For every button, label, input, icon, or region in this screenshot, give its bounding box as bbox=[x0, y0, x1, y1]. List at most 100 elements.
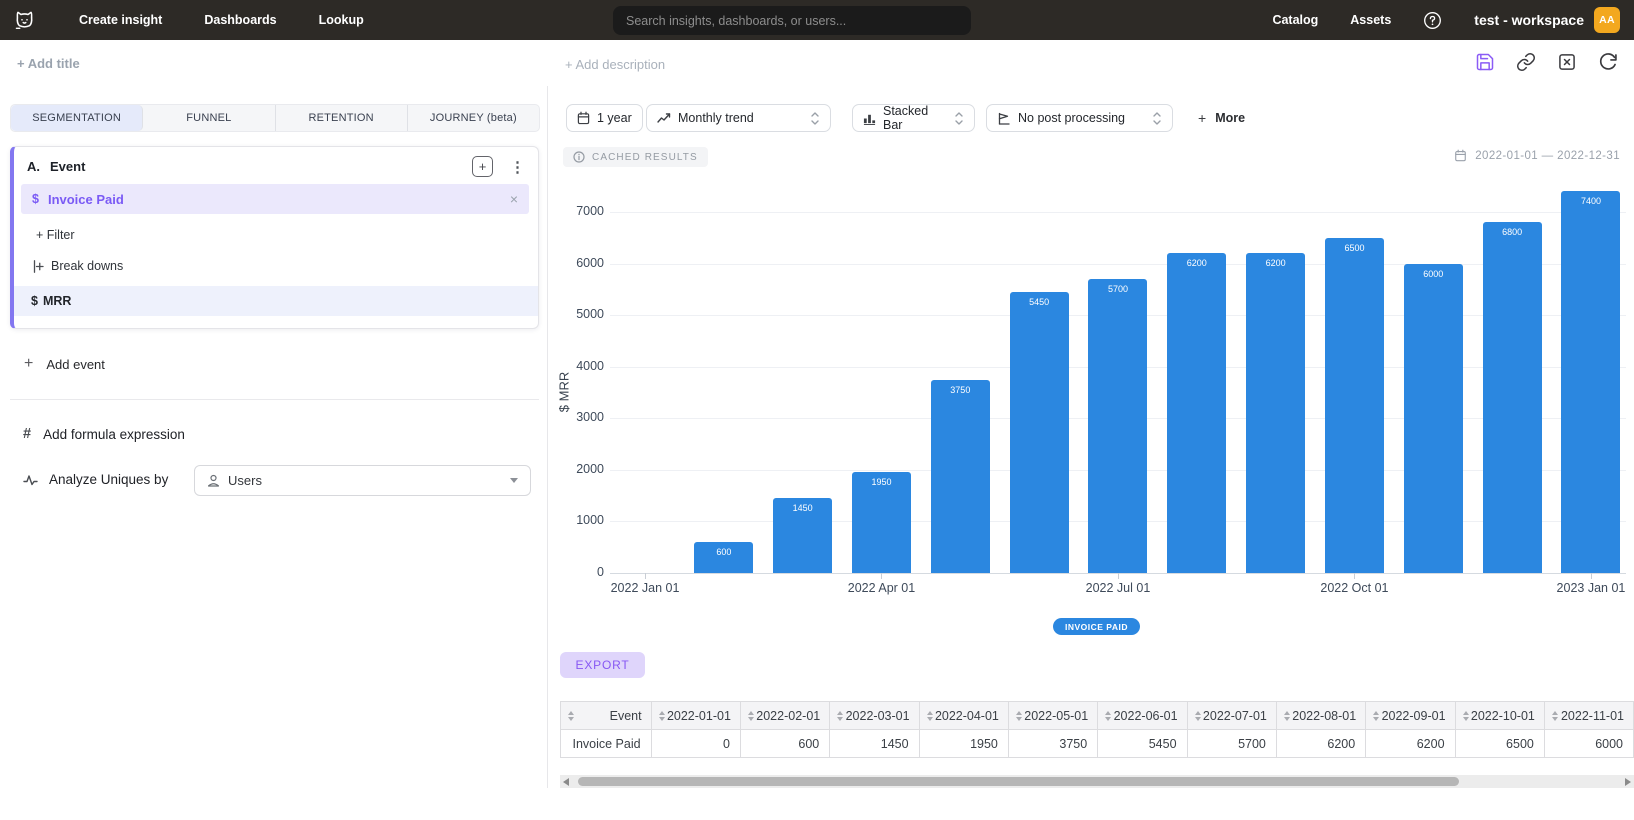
y-axis-tick-label: 6000 bbox=[576, 255, 604, 270]
column-label: 2022-05-01 bbox=[1024, 708, 1089, 723]
add-description-button[interactable]: + Add description bbox=[565, 57, 666, 72]
copy-link-icon[interactable] bbox=[1516, 52, 1536, 72]
result-date-range[interactable]: 2022-01-01 — 2022-12-31 bbox=[1454, 149, 1620, 162]
selected-event-row[interactable]: $ Invoice Paid × bbox=[21, 184, 529, 214]
gridline bbox=[610, 212, 1626, 213]
sort-icon bbox=[1283, 710, 1290, 721]
y-axis-tick-label: 1000 bbox=[576, 513, 604, 528]
bar-2023-01-01[interactable] bbox=[1561, 191, 1621, 573]
bar-2022-08-01[interactable] bbox=[1167, 253, 1227, 573]
add-filter-button[interactable]: + Filter bbox=[36, 228, 75, 242]
add-title-button[interactable]: + Add title bbox=[17, 56, 80, 71]
avatar[interactable]: AA bbox=[1594, 7, 1620, 33]
remove-event-icon[interactable]: × bbox=[509, 191, 518, 207]
x-axis-tick-label: 2022 Apr 01 bbox=[847, 581, 916, 595]
bar-2022-02-01[interactable] bbox=[694, 542, 754, 573]
column-label: 2022-08-01 bbox=[1292, 708, 1357, 723]
scrollbar-thumb[interactable] bbox=[578, 777, 1459, 786]
info-icon bbox=[573, 151, 585, 163]
cached-results-badge: CACHED RESULTS bbox=[563, 147, 708, 167]
refresh-icon[interactable] bbox=[1598, 52, 1618, 72]
date-preset-button[interactable]: 1 year bbox=[566, 104, 643, 132]
breakdowns-button[interactable]: Break downs bbox=[33, 259, 123, 273]
x-axis-tick bbox=[1117, 573, 1119, 579]
panel-divider bbox=[547, 86, 548, 788]
column-header-2022-03-01[interactable]: 2022-03-01 bbox=[829, 701, 920, 730]
nav-item-lookup[interactable]: Lookup bbox=[318, 13, 364, 27]
chart-type-select[interactable]: Stacked Bar bbox=[852, 104, 975, 132]
close-box-icon[interactable] bbox=[1557, 52, 1577, 72]
trend-select[interactable]: Monthly trend bbox=[646, 104, 831, 132]
nav-item-dashboards[interactable]: Dashboards bbox=[204, 13, 277, 27]
column-header-2022-10-01[interactable]: 2022-10-01 bbox=[1454, 701, 1545, 730]
bar-2022-07-01[interactable] bbox=[1088, 279, 1148, 573]
cell-value: 6200 bbox=[1365, 729, 1456, 758]
tab-funnel[interactable]: FUNNEL bbox=[143, 105, 276, 131]
column-header-2022-01-01[interactable]: 2022-01-01 bbox=[650, 701, 741, 730]
user-icon bbox=[207, 474, 220, 487]
plus-icon: + bbox=[24, 355, 34, 372]
duplicate-event-button[interactable]: + bbox=[472, 156, 493, 177]
post-processing-select[interactable]: No post processing bbox=[986, 104, 1173, 132]
x-axis-tick bbox=[1590, 573, 1592, 579]
event-card: A. Event + ⋮ $ Invoice Paid × + Filter bbox=[10, 146, 539, 329]
y-axis-tick-label: 4000 bbox=[576, 358, 604, 373]
cell-value: 0 bbox=[650, 729, 741, 758]
add-event-button[interactable]: + Add event bbox=[24, 355, 105, 373]
dollar-icon: $ bbox=[32, 192, 39, 206]
bar-2022-09-01[interactable] bbox=[1246, 253, 1306, 573]
bar-chart-icon bbox=[863, 112, 876, 125]
y-axis-tick-label: 2000 bbox=[576, 461, 604, 476]
global-search[interactable] bbox=[613, 6, 971, 35]
trend-line-icon bbox=[657, 112, 671, 125]
column-header-2022-11-01[interactable]: 2022-11-01 bbox=[1543, 701, 1634, 730]
tab-journey-beta[interactable]: JOURNEY (beta) bbox=[429, 112, 517, 124]
date-preset-label: 1 year bbox=[597, 111, 632, 125]
column-header-2022-07-01[interactable]: 2022-07-01 bbox=[1186, 701, 1277, 730]
column-header-2022-04-01[interactable]: 2022-04-01 bbox=[918, 701, 1009, 730]
bar-2022-11-01[interactable] bbox=[1403, 263, 1463, 573]
column-header-2022-06-01[interactable]: 2022-06-01 bbox=[1097, 701, 1188, 730]
cell-event-name: Invoice Paid bbox=[560, 729, 652, 758]
app-logo-cat-icon[interactable] bbox=[12, 8, 37, 33]
column-header-2022-05-01[interactable]: 2022-05-01 bbox=[1007, 701, 1099, 730]
bar-2022-03-01[interactable] bbox=[773, 498, 833, 573]
bar-2022-06-01[interactable] bbox=[1009, 291, 1069, 573]
bar-2022-10-01[interactable] bbox=[1324, 237, 1384, 573]
horizontal-scrollbar[interactable] bbox=[560, 775, 1634, 788]
export-button[interactable]: EXPORT bbox=[560, 652, 645, 678]
sort-icon bbox=[568, 710, 574, 721]
nav-item-catalog[interactable]: Catalog bbox=[1272, 13, 1319, 27]
scroll-left-arrow-icon[interactable] bbox=[563, 777, 569, 786]
bar-2022-05-01[interactable] bbox=[930, 379, 990, 573]
kebab-menu-icon[interactable]: ⋮ bbox=[510, 158, 525, 176]
search-input[interactable] bbox=[626, 13, 958, 28]
chevron-updown-icon bbox=[810, 111, 820, 126]
add-formula-button[interactable]: # Add formula expression bbox=[23, 426, 185, 442]
column-header-2022-02-01[interactable]: 2022-02-01 bbox=[739, 701, 831, 730]
bar-2022-12-01[interactable] bbox=[1482, 222, 1542, 573]
column-header-event[interactable]: Event bbox=[560, 701, 652, 730]
legend-invoice-paid[interactable]: INVOICE PAID bbox=[1053, 618, 1140, 635]
y-axis-tick-label: 0 bbox=[597, 565, 604, 579]
scroll-right-arrow-icon[interactable] bbox=[1625, 777, 1631, 786]
workspace-name[interactable]: test - workspace bbox=[1474, 12, 1584, 28]
bar-value-label: 1950 bbox=[871, 477, 892, 488]
bar-2022-04-01[interactable] bbox=[851, 472, 911, 573]
nav-item-create-insight[interactable]: Create insight bbox=[79, 13, 163, 27]
cell-value: 1950 bbox=[918, 729, 1009, 758]
tab-segmentation[interactable]: SEGMENTATION bbox=[11, 105, 144, 131]
more-options-button[interactable]: + More bbox=[1198, 110, 1245, 126]
tab-retention[interactable]: RETENTION bbox=[276, 105, 408, 131]
cell-value: 6000 bbox=[1543, 729, 1634, 758]
column-header-2022-08-01[interactable]: 2022-08-01 bbox=[1275, 701, 1367, 730]
analyze-by-select[interactable]: Users bbox=[194, 465, 531, 496]
post-processing-value: No post processing bbox=[1018, 111, 1126, 125]
sort-icon bbox=[658, 710, 665, 721]
breakdown-value-row[interactable]: $ MRR bbox=[14, 286, 538, 316]
x-axis-tick bbox=[1354, 573, 1356, 579]
nav-item-assets[interactable]: Assets bbox=[1350, 13, 1392, 27]
column-header-2022-09-01[interactable]: 2022-09-01 bbox=[1365, 701, 1456, 730]
save-icon[interactable] bbox=[1475, 52, 1495, 72]
help-icon[interactable] bbox=[1423, 11, 1442, 30]
